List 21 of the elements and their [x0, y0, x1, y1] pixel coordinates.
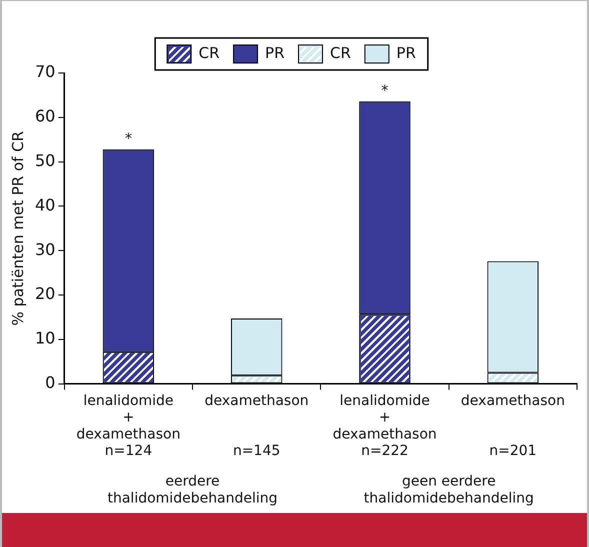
text: eerdere thalidomidebehandeling: [107, 474, 278, 507]
legend-label: PR: [396, 44, 416, 62]
legend-label: CR: [330, 44, 351, 62]
x-tick-label: lenalidomide + dexamethason n=222: [332, 392, 437, 460]
y-tick-label: 70: [35, 62, 56, 82]
y-tick-label: 50: [35, 150, 56, 170]
y-tick-label: 10: [35, 328, 56, 348]
y-tick-label: 0: [45, 372, 56, 392]
legend-label: PR: [265, 44, 284, 62]
x-tick-label: lenalidomide + dexamethason n=124: [76, 392, 180, 460]
y-tick-label: 40: [35, 195, 56, 214]
y-tick-label: 20: [35, 284, 56, 304]
category-label: dexamethason n=145: [204, 392, 309, 460]
annotation: *: [124, 131, 132, 148]
y-axis-title: % patiënten met PR of CR: [8, 131, 27, 326]
y-tick-label: 30: [35, 240, 56, 259]
y-tick-label: 60: [35, 106, 56, 126]
category-label: dexamethason n=201: [460, 392, 565, 460]
annotation: *: [381, 83, 388, 100]
legend-label: CR: [198, 44, 220, 62]
text: geen eerdere thalidomidebehandeling: [364, 474, 534, 507]
